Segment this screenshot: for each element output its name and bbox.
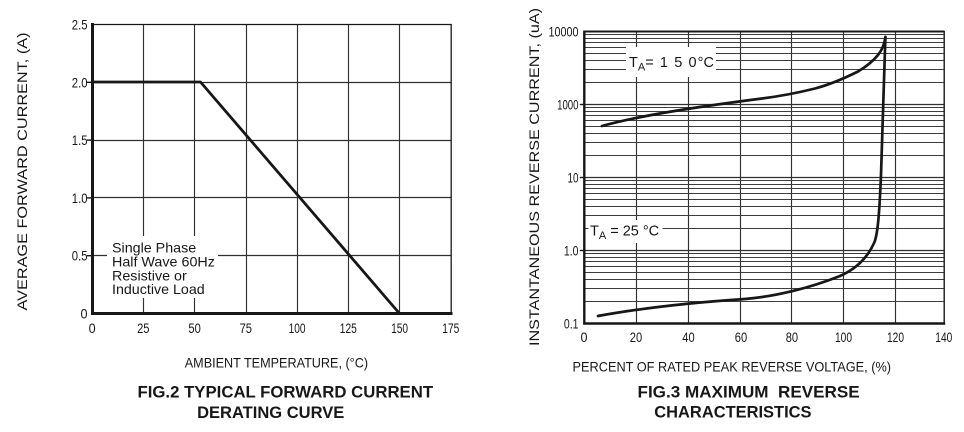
svg-text:125: 125 (340, 320, 357, 336)
svg-text:0.1: 0.1 (564, 316, 579, 332)
svg-text:10: 10 (568, 170, 579, 186)
svg-text:1000: 1000 (557, 97, 579, 113)
svg-text:100: 100 (289, 320, 306, 336)
svg-text:1.0: 1.0 (72, 190, 88, 206)
svg-text:10000: 10000 (549, 24, 579, 40)
svg-text:AVERAGE FORWARD CURRENT, (A): AVERAGE FORWARD CURRENT, (A) (14, 33, 30, 311)
svg-text:Single Phase: Single Phase (112, 240, 196, 256)
svg-text:TA = 25 °C: TA = 25 °C (590, 224, 659, 243)
svg-text:20: 20 (630, 329, 643, 345)
svg-text:100: 100 (835, 329, 852, 345)
svg-text:PERCENT OF RATED PEAK REVERSE: PERCENT OF RATED PEAK REVERSE VOLTAGE, (… (573, 359, 892, 375)
svg-text:0: 0 (89, 320, 96, 336)
svg-text:Resistive or: Resistive or (112, 268, 187, 284)
svg-text:120: 120 (887, 329, 904, 345)
svg-text:140: 140 (935, 329, 952, 345)
svg-text:TA= 1 5 0°C: TA= 1 5 0°C (629, 55, 714, 74)
svg-text:1.0: 1.0 (564, 243, 579, 259)
svg-text:AMBIENT TEMPERATURE, (°C): AMBIENT TEMPERATURE, (°C) (185, 355, 368, 371)
svg-text:80: 80 (786, 329, 799, 345)
svg-text:2.5: 2.5 (72, 17, 88, 33)
svg-text:25: 25 (137, 320, 150, 336)
svg-text:175: 175 (442, 320, 459, 336)
svg-text:FIG.3 MAXIMUM REVERSE: FIG.3 MAXIMUM REVERSE (638, 384, 860, 402)
svg-text:CHARACTERISTICS: CHARACTERISTICS (654, 404, 811, 422)
svg-text:50: 50 (188, 320, 201, 336)
svg-text:75: 75 (240, 320, 253, 336)
svg-text:DERATING CURVE: DERATING CURVE (197, 404, 344, 422)
svg-text:150: 150 (391, 320, 408, 336)
svg-text:0: 0 (81, 306, 88, 322)
svg-text:1.5: 1.5 (72, 132, 88, 148)
svg-text:60: 60 (735, 329, 748, 345)
svg-text:2.0: 2.0 (72, 74, 88, 90)
svg-text:INSTANTANEOUS REVERSE CURRENT,: INSTANTANEOUS REVERSE CURRENT, (uA) (526, 8, 542, 346)
svg-text:0.5: 0.5 (72, 248, 88, 264)
svg-text:Inductive Load: Inductive Load (112, 281, 205, 297)
svg-text:Half Wave 60Hz: Half Wave 60Hz (112, 254, 215, 270)
svg-text:FIG.2 TYPICAL FORWARD CURRENT: FIG.2 TYPICAL FORWARD CURRENT (137, 384, 433, 402)
svg-text:40: 40 (682, 329, 695, 345)
svg-text:0: 0 (581, 329, 588, 345)
